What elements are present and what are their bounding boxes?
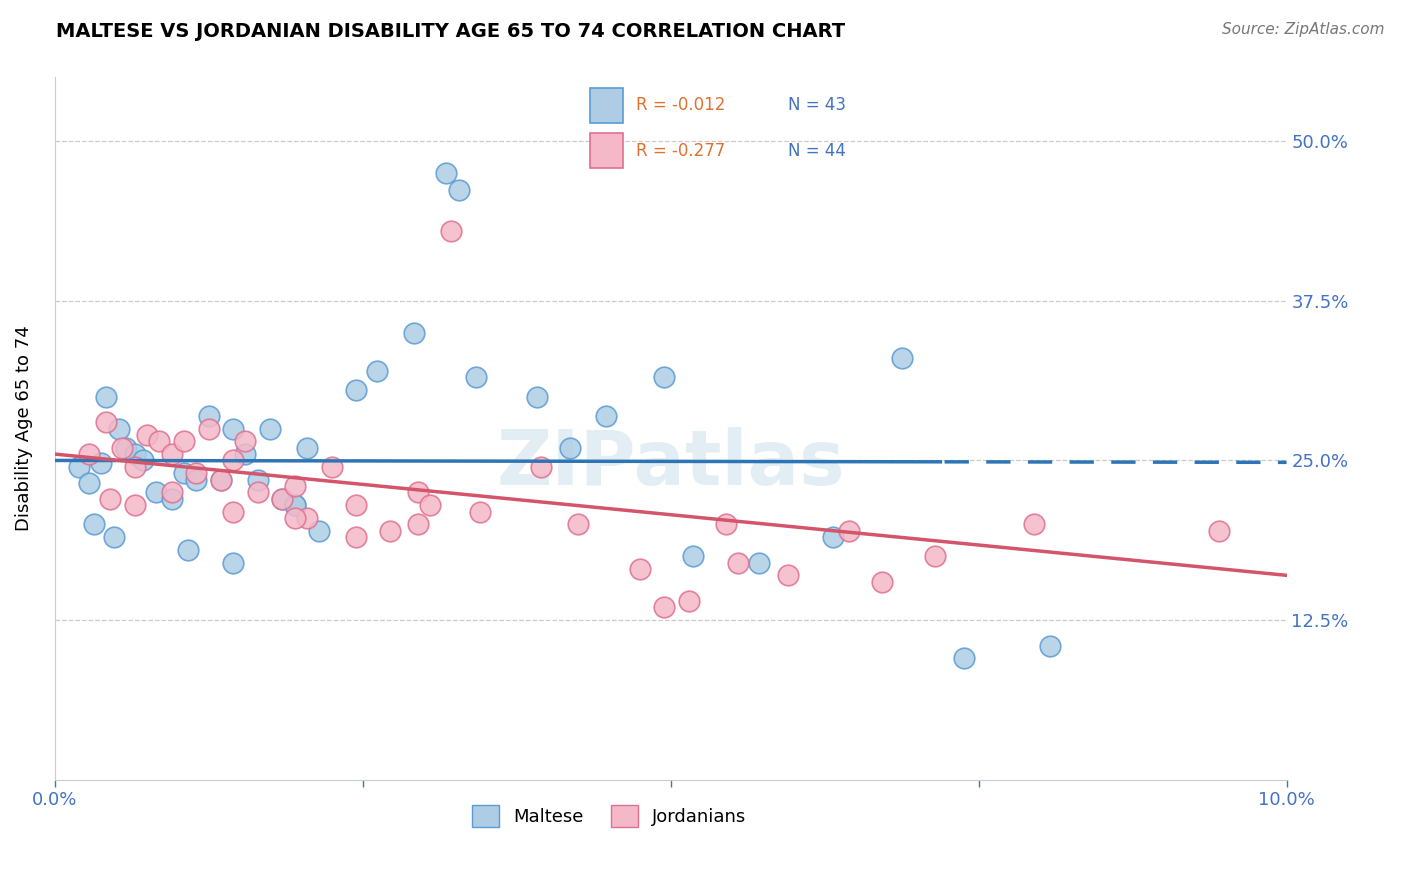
Point: [654, 600, 676, 615]
Point: [107, 421, 129, 435]
Point: [271, 491, 294, 506]
Point: [952, 651, 974, 665]
Point: [77, 447, 100, 461]
Point: [124, 498, 146, 512]
Point: [148, 434, 170, 449]
Point: [558, 441, 581, 455]
Point: [222, 453, 245, 467]
Point: [124, 459, 146, 474]
Point: [246, 485, 269, 500]
Point: [434, 166, 457, 180]
Point: [284, 498, 307, 512]
Point: [173, 467, 195, 481]
Point: [197, 421, 219, 435]
Point: [160, 485, 183, 500]
Point: [246, 473, 269, 487]
Point: [186, 473, 208, 487]
Point: [124, 447, 146, 461]
Point: [222, 504, 245, 518]
Point: [321, 459, 343, 474]
Text: R = -0.012: R = -0.012: [637, 96, 725, 114]
Point: [748, 556, 770, 570]
Y-axis label: Disability Age 65 to 74: Disability Age 65 to 74: [15, 326, 32, 532]
Point: [235, 434, 257, 449]
Point: [1208, 524, 1230, 538]
Point: [235, 447, 257, 461]
Bar: [591, 87, 623, 123]
Point: [344, 530, 367, 544]
Point: [145, 485, 167, 500]
Point: [464, 370, 486, 384]
Text: N = 43: N = 43: [789, 96, 846, 114]
Point: [595, 409, 617, 423]
Point: [209, 473, 232, 487]
Point: [222, 421, 245, 435]
Point: [98, 491, 121, 506]
Point: [440, 224, 463, 238]
Point: [77, 476, 100, 491]
Point: [654, 370, 676, 384]
Point: [160, 447, 183, 461]
Bar: [591, 133, 623, 168]
Point: [366, 364, 388, 378]
Point: [132, 453, 155, 467]
Point: [567, 517, 589, 532]
Point: [378, 524, 401, 538]
Point: [526, 390, 548, 404]
Point: [222, 556, 245, 570]
Point: [197, 409, 219, 423]
Point: [83, 517, 105, 532]
Point: [419, 498, 441, 512]
Point: [344, 383, 367, 397]
Point: [271, 491, 294, 506]
Point: [406, 485, 429, 500]
Legend: Maltese, Jordanians: Maltese, Jordanians: [464, 797, 754, 834]
Point: [67, 459, 90, 474]
Point: [295, 441, 318, 455]
Point: [1022, 517, 1045, 532]
Point: [530, 459, 553, 474]
Point: [259, 421, 281, 435]
Point: [176, 542, 198, 557]
Text: Source: ZipAtlas.com: Source: ZipAtlas.com: [1222, 22, 1385, 37]
Point: [96, 415, 118, 429]
Point: [468, 504, 491, 518]
Point: [838, 524, 860, 538]
Point: [1039, 639, 1062, 653]
Point: [103, 530, 125, 544]
Point: [96, 390, 118, 404]
Point: [404, 326, 426, 340]
Text: MALTESE VS JORDANIAN DISABILITY AGE 65 TO 74 CORRELATION CHART: MALTESE VS JORDANIAN DISABILITY AGE 65 T…: [56, 22, 845, 41]
Point: [344, 498, 367, 512]
Point: [682, 549, 704, 564]
Point: [111, 441, 134, 455]
Text: N = 44: N = 44: [789, 142, 846, 160]
Point: [714, 517, 737, 532]
Point: [678, 594, 700, 608]
Point: [872, 574, 894, 589]
Point: [924, 549, 946, 564]
Point: [209, 473, 232, 487]
Text: R = -0.277: R = -0.277: [637, 142, 725, 160]
Text: ZIPatlas: ZIPatlas: [496, 426, 845, 500]
Point: [173, 434, 195, 449]
Point: [891, 351, 914, 366]
Point: [115, 441, 138, 455]
Point: [308, 524, 330, 538]
Point: [295, 511, 318, 525]
Point: [186, 467, 208, 481]
Point: [727, 556, 749, 570]
Point: [284, 479, 307, 493]
Point: [447, 183, 470, 197]
Point: [776, 568, 799, 582]
Point: [406, 517, 429, 532]
Point: [823, 530, 845, 544]
Point: [90, 456, 112, 470]
Point: [284, 511, 307, 525]
Point: [160, 491, 183, 506]
Point: [136, 428, 159, 442]
Point: [628, 562, 651, 576]
Point: [284, 498, 307, 512]
